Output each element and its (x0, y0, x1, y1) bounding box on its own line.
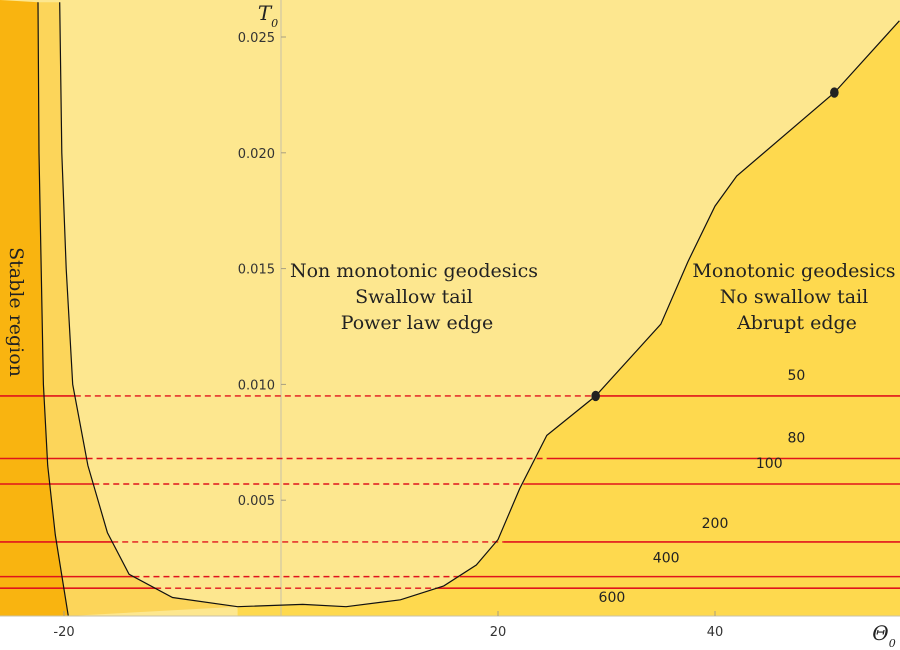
y-tick-label: 0.010 (238, 378, 275, 393)
level-label-text: 200 (702, 516, 729, 532)
level-label-text: 600 (599, 590, 626, 606)
y-axis-title-main: T (258, 1, 273, 25)
monotonic-region-label: Monotonic geodesics No swallow tail Abru… (692, 260, 900, 334)
y-ticks: 0.005 0.010 0.015 0.020 0.025 (238, 31, 286, 509)
y-axis-title-subscript: 0 (271, 17, 278, 30)
x-axis-strip (0, 616, 900, 650)
monotonic-label-line-2: No swallow tail (720, 286, 868, 308)
monotonic-label-line-3: Abrupt edge (736, 312, 857, 334)
monotonic-label-line-1: Monotonic geodesics (692, 260, 895, 282)
x-tick-label: 40 (707, 625, 724, 640)
non-monotonic-label-line-2: Swallow tail (355, 286, 473, 308)
non-monotonic-label-line-3: Power law edge (341, 312, 494, 334)
level-label-text: 400 (653, 551, 680, 567)
stable-region-label-line: Stable region (5, 247, 27, 377)
y-tick-label: 0.015 (238, 263, 275, 278)
stable-boundary-curve (37, 2, 69, 617)
stable-region-label: Stable region (5, 247, 27, 377)
non-monotonic-region-label: Non monotonic geodesics Swallow tail Pow… (290, 260, 544, 334)
x-axis-title-main: Θ (872, 621, 888, 645)
level-label-text: 50 (787, 368, 805, 384)
band-boundary-curve (59, 2, 900, 608)
curve-marker-point (830, 87, 839, 98)
level-label-text: 80 (787, 430, 805, 446)
x-axis-title: Θ0 (872, 621, 895, 650)
y-axis-title: T0 (258, 1, 278, 30)
curve-markers (591, 87, 839, 402)
x-axis-title-subscript: 0 (889, 637, 896, 650)
y-tick-label: 0.020 (238, 147, 275, 162)
non-monotonic-label-line-1: Non monotonic geodesics (290, 260, 538, 282)
level-lines (0, 395, 900, 590)
x-tick-label: -20 (53, 625, 74, 640)
y-tick-label: 0.005 (238, 494, 275, 509)
x-tick-label: 20 (490, 625, 507, 640)
curve-marker-point (591, 390, 600, 402)
x-ticks: -20 20 40 (53, 611, 723, 640)
level-label-text: 100 (756, 456, 783, 472)
monotonic-region (237, 20, 900, 616)
boundary-band-region (38, 2, 238, 617)
y-tick-label: 0.025 (238, 31, 275, 46)
stable-region (0, 0, 69, 616)
